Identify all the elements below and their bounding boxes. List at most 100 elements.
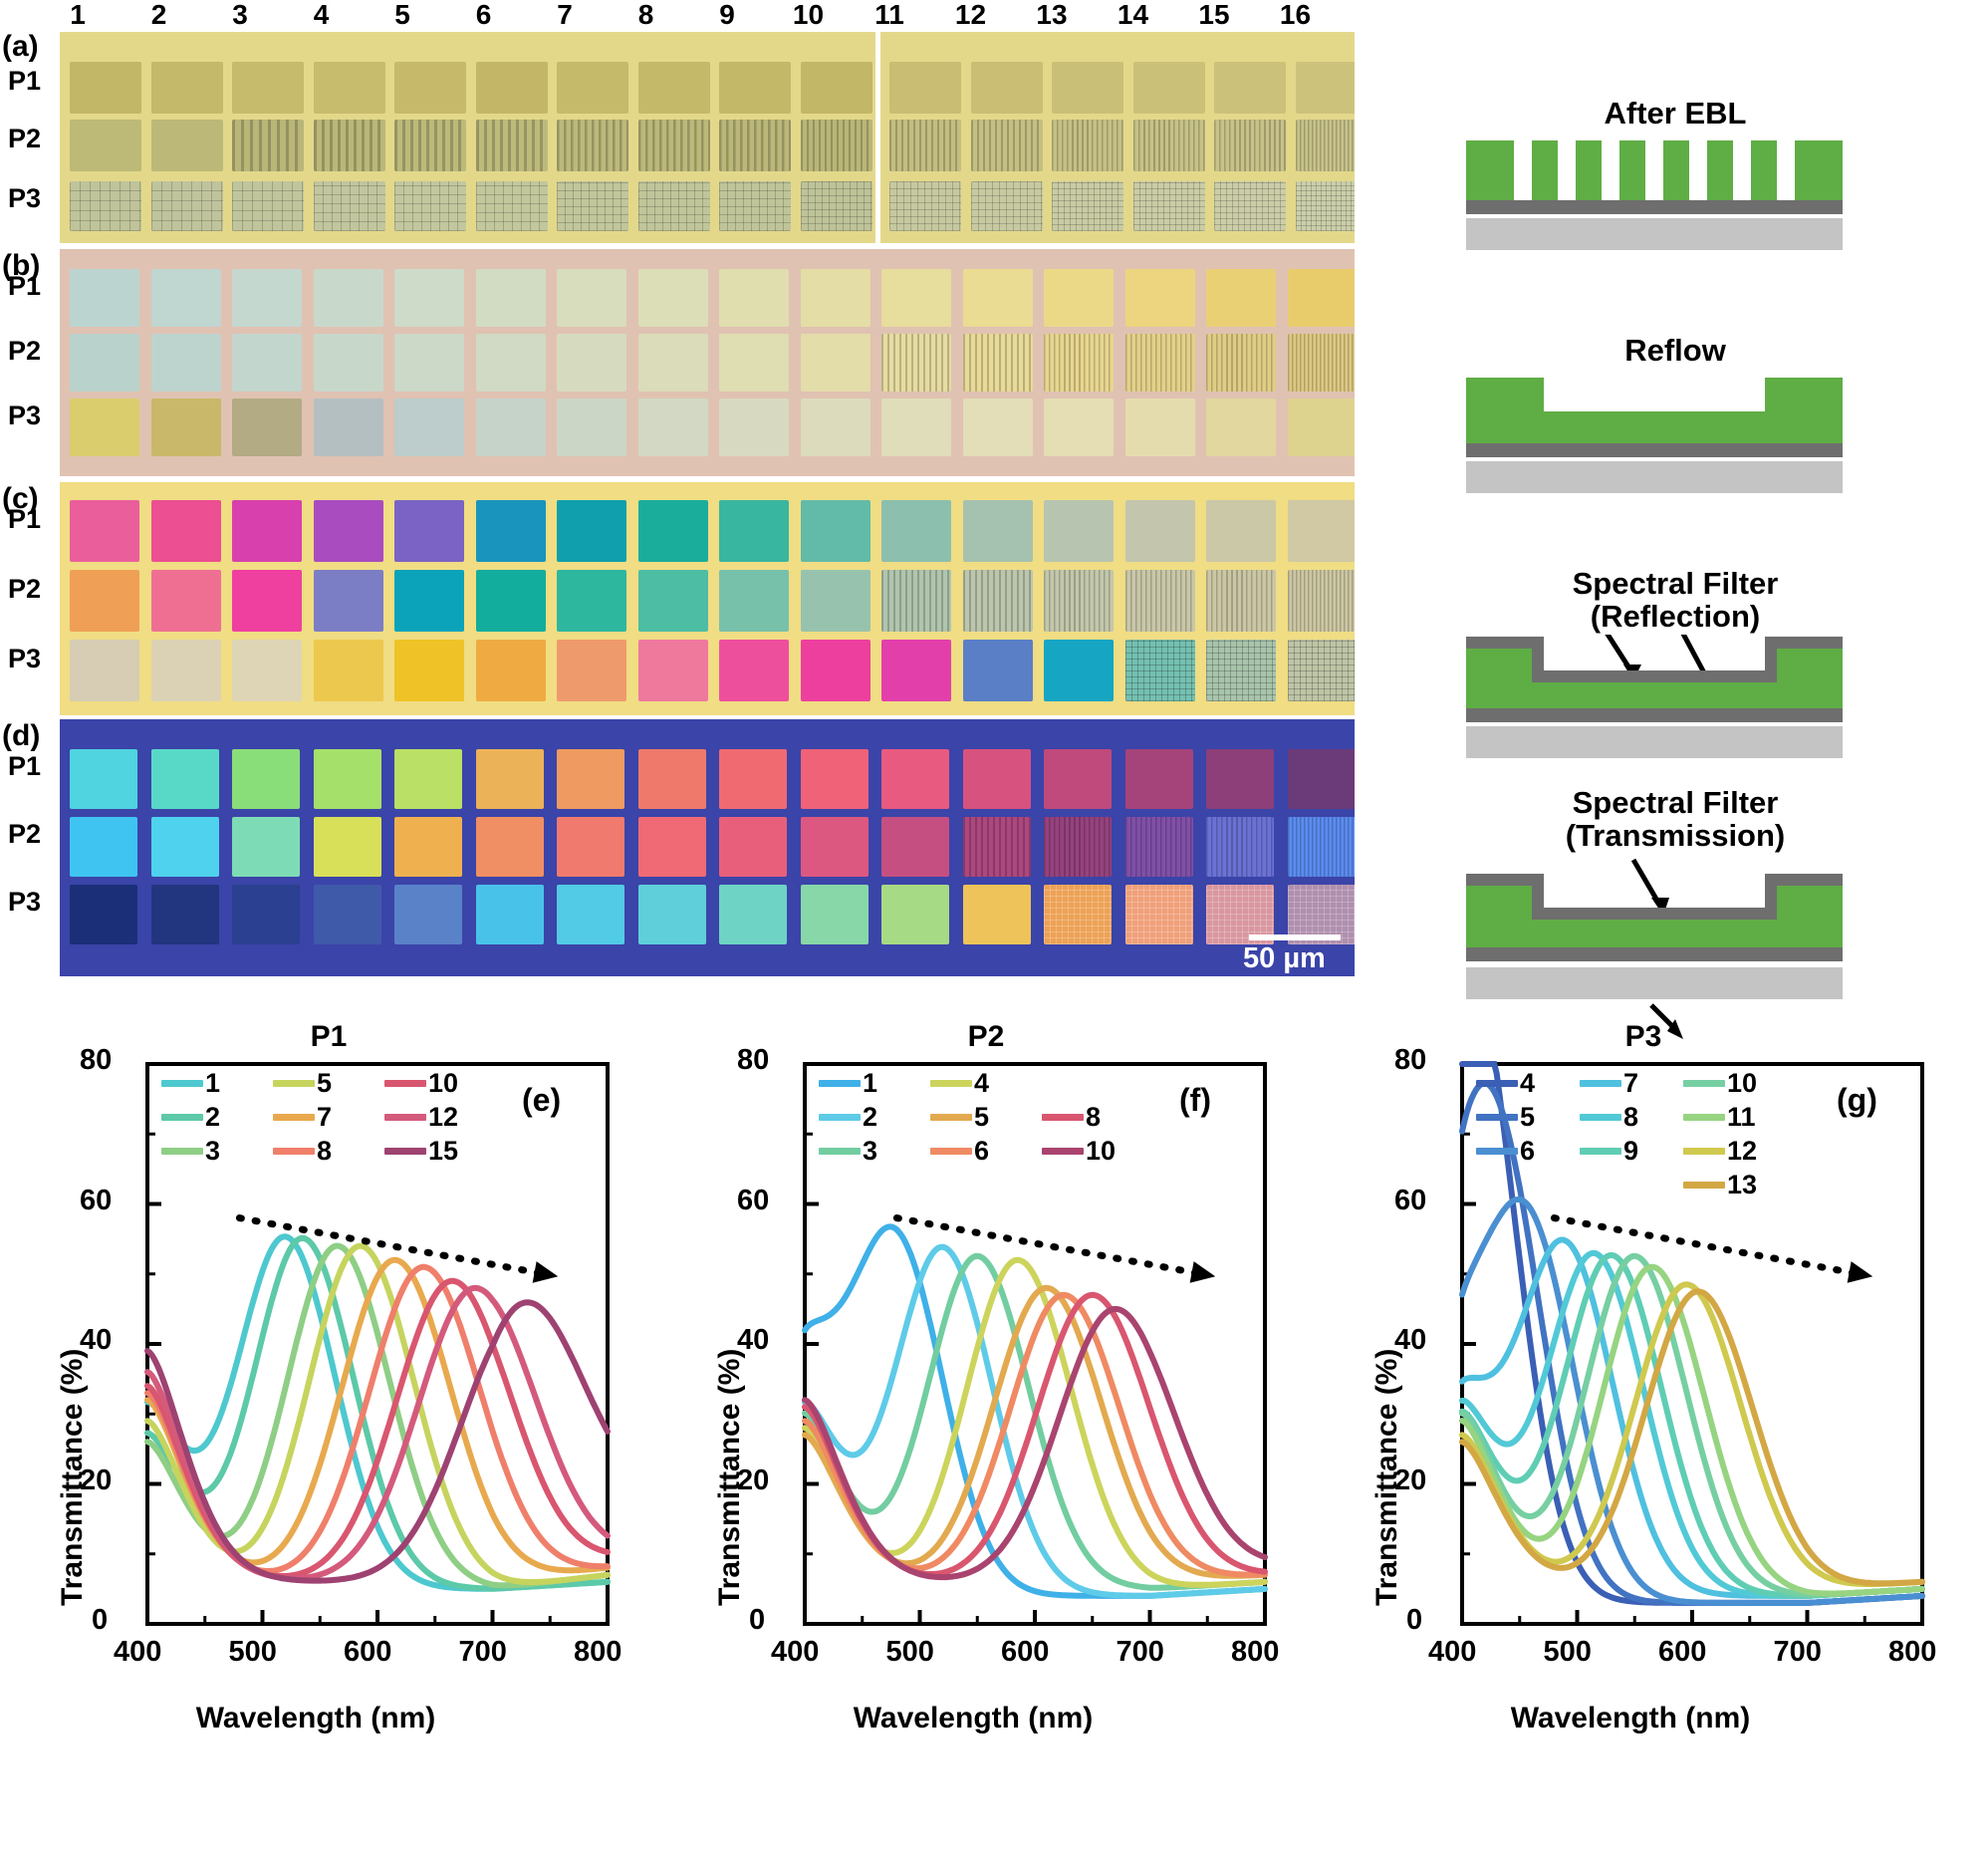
column-number: 16	[1279, 0, 1312, 30]
micrograph-cell	[1214, 120, 1286, 171]
schematic-title-transmission-2: (Transmission)	[1565, 817, 1786, 853]
micrograph-cell	[1206, 500, 1276, 562]
x-tick-label: 800	[574, 1636, 622, 1668]
legend-swatch	[1580, 1114, 1621, 1121]
row-label-p2: P2	[8, 574, 42, 604]
micrograph-cell	[232, 62, 304, 114]
micrograph-cell	[962, 817, 1031, 877]
chart-series-line	[802, 1243, 1268, 1599]
micrograph-cell	[70, 749, 137, 809]
legend-item: 5	[930, 1104, 989, 1131]
row-label-p2: P2	[8, 819, 42, 849]
micrograph-cell	[1287, 749, 1355, 809]
legend-label: 7	[317, 1102, 333, 1132]
micrograph-cell	[637, 640, 708, 701]
micrograph-cell	[394, 399, 464, 456]
legend-item: 13	[1683, 1172, 1757, 1198]
micrograph-cell	[1044, 334, 1114, 392]
chart-series-line	[144, 1299, 611, 1584]
micrograph-cell	[719, 334, 789, 392]
panel-divider	[875, 32, 880, 243]
micrograph-cell	[1044, 749, 1112, 809]
micrograph-cell	[313, 500, 383, 562]
legend-swatch	[273, 1080, 315, 1087]
reflow-cross-section-icon	[1466, 377, 1843, 493]
x-axis-label: Wavelength (nm)	[853, 1702, 1094, 1734]
micrograph-cell	[1287, 269, 1355, 327]
micrograph-cell	[557, 269, 626, 327]
micrograph-panel-d	[60, 719, 1355, 976]
micrograph-cell	[1287, 334, 1355, 392]
legend-swatch	[273, 1114, 315, 1121]
micrograph-cell	[557, 399, 626, 456]
micrograph-cell	[232, 120, 304, 171]
panel-label-d: (d)	[2, 719, 41, 752]
micrograph-panel-c	[60, 482, 1355, 715]
chart-series-line	[802, 1305, 1268, 1581]
micrograph-cell	[232, 817, 300, 877]
micrograph-cell	[475, 640, 546, 701]
micrograph-cell	[232, 181, 304, 231]
micrograph-cell	[70, 817, 137, 877]
legend-label: 10	[1086, 1136, 1117, 1166]
legend-swatch	[1683, 1114, 1725, 1121]
micrograph-cell	[70, 640, 139, 701]
legend-item: 5	[273, 1070, 332, 1097]
redshift-arrow-head-icon	[1189, 1261, 1216, 1283]
x-tick-label: 700	[1116, 1636, 1164, 1668]
y-tick-label: 60	[1394, 1184, 1427, 1216]
legend-item: 9	[1580, 1138, 1638, 1165]
x-axis-label: Wavelength (nm)	[195, 1702, 436, 1734]
y-tick-label: 20	[1394, 1464, 1427, 1496]
redshift-arrow-head-icon	[532, 1261, 559, 1283]
legend-label: 12	[1727, 1136, 1758, 1166]
legend-item: 10	[1683, 1070, 1757, 1097]
row-label-p3: P3	[8, 400, 42, 430]
column-number: 2	[150, 0, 167, 30]
legend-item: 1	[161, 1070, 220, 1097]
x-tick-label: 500	[228, 1636, 277, 1668]
micrograph-cell	[150, 749, 219, 809]
legend-swatch	[1580, 1148, 1621, 1155]
micrograph-cell	[70, 269, 139, 327]
schematic-title-after-ebl: After EBL	[1604, 96, 1747, 131]
redshift-arrow-icon	[235, 1214, 548, 1278]
legend-swatch	[930, 1114, 972, 1121]
micrograph-cell	[394, 120, 466, 171]
micrograph-cell	[719, 885, 787, 944]
micrograph-cell	[1132, 181, 1205, 231]
micrograph-cell	[881, 570, 951, 632]
transmitted-arrow-icon	[1649, 1003, 1683, 1040]
legend-label: 1	[863, 1068, 878, 1098]
micrograph-cell	[1287, 570, 1355, 632]
micrograph-cell	[1044, 817, 1112, 877]
legend-swatch	[930, 1080, 972, 1087]
redshift-arrow-icon	[1550, 1214, 1863, 1278]
legend-swatch	[161, 1080, 203, 1087]
micrograph-cell	[475, 570, 546, 632]
x-tick-label: 400	[771, 1636, 820, 1668]
legend-swatch	[384, 1148, 426, 1155]
micrograph-cell	[150, 399, 221, 456]
column-number: 6	[475, 0, 492, 30]
schematic-title-reflow: Reflow	[1624, 333, 1726, 368]
micrograph-cell	[962, 570, 1033, 632]
legend-swatch	[930, 1148, 972, 1155]
column-number: 11	[874, 0, 904, 30]
y-tick-label: 20	[737, 1464, 770, 1496]
micrograph-cell	[232, 399, 302, 456]
micrograph-cell	[881, 885, 949, 944]
micrograph-cell	[475, 62, 548, 114]
legend-label: 7	[1623, 1068, 1639, 1098]
chart-canvas	[1459, 1061, 1925, 1626]
legend-swatch	[1580, 1080, 1621, 1087]
y-tick-label: 20	[80, 1464, 113, 1496]
micrograph-cell	[475, 120, 548, 171]
micrograph-cell	[719, 570, 789, 632]
micrograph-cell	[800, 269, 870, 327]
micrograph-cell	[1287, 500, 1355, 562]
redshift-arrow-icon	[892, 1214, 1205, 1278]
schematic-spectral-filter-transmission: Spectral Filter (Transmission)	[1367, 786, 1984, 1045]
micrograph-cell	[313, 120, 385, 171]
column-number: 7	[557, 0, 573, 30]
